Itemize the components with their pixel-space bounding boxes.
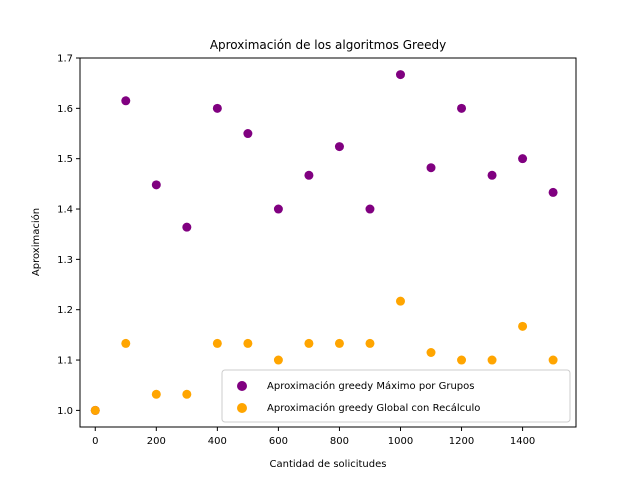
x-tick-label: 400: [208, 436, 227, 447]
y-tick-label: 1.1: [57, 356, 73, 367]
data-point-series-1: [426, 163, 436, 173]
data-point-series-2: [457, 355, 467, 365]
data-point-series-1: [365, 204, 375, 214]
data-point-series-2: [90, 405, 100, 415]
data-point-series-1: [548, 187, 558, 197]
x-tick-label: 800: [330, 436, 349, 447]
data-point-series-1: [243, 129, 253, 139]
data-point-series-2: [182, 389, 192, 399]
x-tick-label: 200: [147, 436, 166, 447]
legend-entry-greedy-maximo-por-grupos: Aproximación greedy Máximo por Grupos: [267, 380, 474, 392]
data-point-series-1: [457, 103, 467, 113]
data-point-series-1: [395, 70, 405, 80]
y-tick-label: 1.0: [57, 406, 73, 417]
data-point-series-2: [304, 338, 314, 348]
x-axis-label: Cantidad de solicitudes: [270, 459, 387, 470]
data-point-series-2: [334, 338, 344, 348]
data-point-series-2: [243, 338, 253, 348]
data-point-series-2: [121, 338, 131, 348]
x-tick-label: 1000: [388, 436, 413, 447]
data-point-series-2: [365, 338, 375, 348]
legend-entry-greedy-global-con-recalculo: Aproximación greedy Global con Recálculo: [267, 402, 480, 414]
data-point-series-1: [151, 180, 161, 190]
y-axis: 1.0 1.1 1.2 1.3 1.4 1.5 1.6 1.7: [57, 54, 80, 417]
data-point-series-2: [426, 347, 436, 357]
data-point-series-2: [548, 355, 558, 365]
y-tick-label: 1.2: [57, 305, 73, 316]
data-point-series-1: [121, 96, 131, 106]
data-point-series-2: [212, 338, 222, 348]
data-point-series-1: [518, 154, 528, 164]
data-point-series-1: [182, 222, 192, 232]
data-point-series-2: [273, 355, 283, 365]
x-tick-label: 1400: [510, 436, 535, 447]
x-tick-label: 0: [92, 436, 98, 447]
data-point-series-1: [334, 142, 344, 152]
x-axis: 0 200 400 600 800 1000 1200 1400: [92, 427, 535, 447]
x-tick-label: 600: [269, 436, 288, 447]
legend: Aproximación greedy Máximo por Grupos Ap…: [221, 369, 571, 423]
data-point-series-2: [487, 355, 497, 365]
y-tick-label: 1.4: [57, 205, 73, 216]
legend-box: [221, 369, 571, 423]
data-point-series-1: [487, 170, 497, 180]
y-tick-label: 1.7: [57, 54, 73, 65]
data-point-series-1: [304, 170, 314, 180]
data-point-series-1: [212, 103, 222, 113]
y-tick-label: 1.3: [57, 255, 73, 266]
legend-marker-orange: [237, 403, 247, 413]
data-point-series-2: [151, 389, 161, 399]
data-points: [90, 70, 558, 415]
chart-title: Aproximación de los algoritmos Greedy: [210, 38, 446, 52]
x-tick-label: 1200: [449, 436, 474, 447]
plot-area: [79, 57, 577, 428]
y-tick-label: 1.5: [57, 154, 73, 165]
legend-marker-purple: [237, 381, 247, 391]
y-tick-label: 1.6: [57, 104, 73, 115]
data-point-series-2: [518, 321, 528, 331]
data-point-series-1: [273, 204, 283, 214]
y-axis-label: Aproximación: [30, 208, 42, 276]
data-point-series-2: [395, 296, 405, 306]
